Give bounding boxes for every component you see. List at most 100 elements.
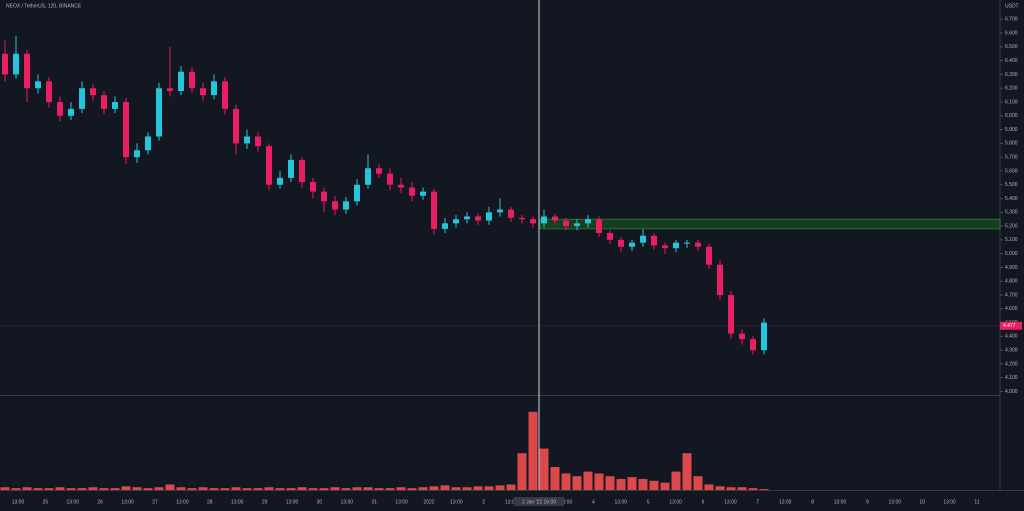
y-tick-label: 4.400 bbox=[1005, 334, 1018, 340]
candle-body bbox=[662, 245, 668, 249]
candle-body bbox=[486, 212, 492, 221]
candle-body bbox=[475, 216, 481, 221]
candle-body bbox=[618, 239, 624, 247]
candle-body bbox=[728, 295, 734, 334]
x-tick-label: 9 bbox=[866, 499, 869, 505]
volume-bar bbox=[407, 488, 417, 490]
candle-body bbox=[530, 219, 536, 224]
volume-bar bbox=[385, 488, 395, 490]
volume-bar bbox=[418, 487, 428, 490]
candle-body bbox=[629, 242, 635, 247]
volume-bar bbox=[176, 487, 186, 490]
volume-bar bbox=[594, 473, 604, 490]
y-tick-label: 5.700 bbox=[1005, 155, 1018, 161]
candle-body bbox=[431, 191, 437, 229]
y-tick-label: 4.700 bbox=[1005, 292, 1018, 298]
volume-bar bbox=[649, 480, 659, 490]
candle-body bbox=[508, 209, 514, 218]
candle-body bbox=[354, 184, 360, 202]
volume-bar bbox=[275, 488, 285, 490]
candle-body bbox=[134, 150, 140, 158]
volume-bar bbox=[704, 484, 714, 490]
candle-body bbox=[112, 102, 118, 109]
x-tick-label: 13:00 bbox=[505, 499, 518, 505]
candle-body bbox=[200, 88, 206, 96]
x-tick-label: 13:00 bbox=[286, 499, 299, 505]
candle-body bbox=[519, 217, 525, 220]
y-tick-label: 5.200 bbox=[1005, 223, 1018, 229]
volume-bar bbox=[352, 487, 362, 490]
volume-bar bbox=[550, 467, 560, 490]
chart-title: NEOX / TetherUS, 120, BINANCE bbox=[6, 3, 82, 9]
x-tick-label: 4 bbox=[592, 499, 595, 505]
x-tick-label: 27 bbox=[152, 499, 158, 505]
x-tick-label: 7 bbox=[756, 499, 759, 505]
volume-bar bbox=[33, 488, 43, 490]
candle-body bbox=[761, 322, 767, 351]
candle-body bbox=[464, 216, 470, 220]
x-tick-label: 13:00 bbox=[12, 499, 25, 505]
y-tick-label: 6.400 bbox=[1005, 58, 1018, 64]
volume-bar bbox=[429, 486, 439, 490]
x-tick-label: 29 bbox=[262, 499, 268, 505]
y-tick-label: 5.300 bbox=[1005, 210, 1018, 216]
candle-body bbox=[651, 235, 657, 246]
candle-body bbox=[222, 81, 228, 109]
candle-body bbox=[255, 136, 261, 147]
candle-body bbox=[145, 136, 151, 151]
y-tick-label: 4.800 bbox=[1005, 279, 1018, 285]
volume-bar bbox=[484, 486, 494, 490]
volume-bar bbox=[539, 448, 549, 490]
candle-body bbox=[299, 159, 305, 182]
volume-bar bbox=[187, 488, 197, 490]
volume-bar bbox=[693, 476, 703, 490]
x-tick-label: 13:00 bbox=[176, 499, 189, 505]
y-tick-label: 5.800 bbox=[1005, 141, 1018, 147]
candle-body bbox=[266, 146, 272, 185]
candle-body bbox=[563, 220, 569, 227]
candle-body bbox=[310, 181, 316, 192]
x-tick-label: 6 bbox=[702, 499, 705, 505]
candle-body bbox=[68, 108, 74, 116]
x-tick-label: 26 bbox=[97, 499, 103, 505]
candle-body bbox=[90, 88, 96, 96]
volume-bar bbox=[341, 488, 351, 490]
candle-body bbox=[398, 184, 404, 188]
crosshair-label: 2 Jan '22 16:00 bbox=[522, 499, 556, 505]
volume-bar bbox=[759, 489, 769, 490]
candle-body bbox=[57, 102, 63, 116]
last-price-label: 4.477 bbox=[1003, 323, 1016, 329]
volume-bar bbox=[616, 478, 626, 490]
candle-body bbox=[453, 219, 459, 224]
volume-bar bbox=[561, 473, 571, 490]
volume-bar bbox=[660, 482, 670, 490]
volume-bar bbox=[143, 488, 153, 490]
volume-bar bbox=[99, 488, 109, 490]
y-tick-label: 5.600 bbox=[1005, 168, 1018, 174]
candle-body bbox=[574, 223, 580, 227]
y-tick-label: 5.900 bbox=[1005, 127, 1018, 133]
volume-bar bbox=[715, 486, 725, 490]
candle-body bbox=[321, 191, 327, 202]
candle-body bbox=[13, 53, 19, 75]
candle-body bbox=[387, 173, 393, 185]
y-tick-label: 4.600 bbox=[1005, 306, 1018, 312]
volume-bar bbox=[264, 487, 274, 490]
candle-body bbox=[189, 71, 195, 89]
volume-bar bbox=[682, 453, 692, 490]
volume-bar bbox=[66, 488, 76, 490]
candle-body bbox=[288, 159, 294, 178]
candle-body bbox=[684, 242, 690, 244]
x-tick-label: 28 bbox=[207, 499, 213, 505]
x-tick-label: 2 bbox=[482, 499, 485, 505]
candle-body bbox=[739, 333, 745, 340]
candle-body bbox=[442, 223, 448, 229]
volume-bar bbox=[495, 485, 505, 490]
volume-bar bbox=[506, 484, 516, 490]
candle-body bbox=[35, 81, 41, 89]
volume-bar bbox=[374, 488, 384, 490]
candle-body bbox=[101, 95, 107, 109]
volume-bar bbox=[11, 488, 21, 490]
